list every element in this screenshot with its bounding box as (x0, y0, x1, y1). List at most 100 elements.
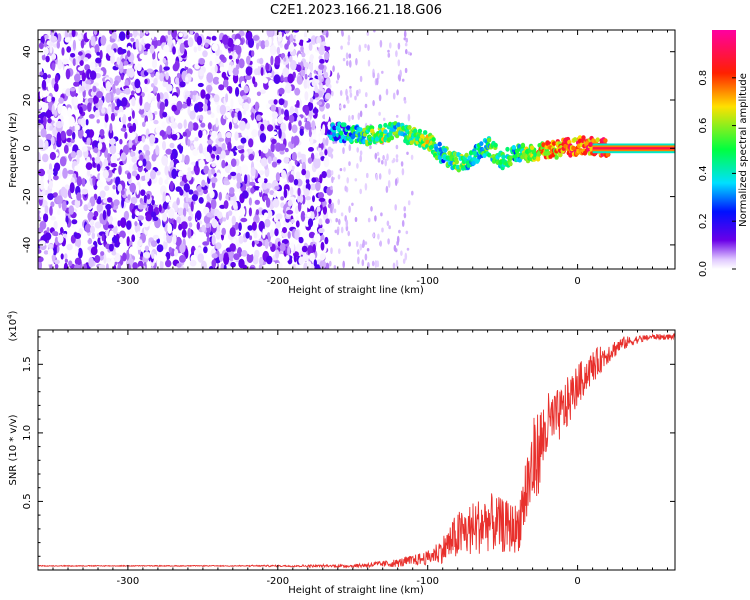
heatmap-cell (284, 43, 289, 50)
heatmap-cell (96, 202, 104, 213)
heatmap-cell (309, 136, 314, 145)
heatmap-cell (325, 218, 330, 224)
heatmap-cell (176, 216, 181, 224)
heatmap-cell (211, 130, 218, 138)
heatmap-cell (400, 161, 404, 167)
colorbar-tick-label: 0.0 (698, 261, 709, 277)
heatmap-cell (392, 262, 396, 269)
heatmap-cell (176, 100, 183, 111)
heatmap-cell (266, 30, 274, 38)
heatmap-cell (221, 159, 226, 169)
heatmap-cell (171, 30, 177, 39)
heatmap-cell (105, 263, 109, 269)
heatmap-cell (179, 81, 186, 88)
heatmap-cell (153, 77, 158, 86)
heatmap-cell (172, 63, 179, 72)
heatmap-cell (127, 172, 132, 180)
heatmap-cell (279, 150, 285, 155)
heatmap-cell (378, 123, 383, 129)
heatmap-cell (144, 245, 150, 252)
heatmap-cell (272, 156, 278, 162)
heatmap-cell (249, 181, 256, 186)
heatmap-cell (248, 138, 254, 148)
heatmap-cell (288, 114, 295, 123)
heatmap-cell (318, 75, 322, 86)
heatmap-cell (42, 116, 47, 126)
heatmap-cell (125, 106, 132, 118)
heatmap-cell (206, 72, 214, 83)
heatmap-cell (41, 54, 46, 61)
heatmap-cell (279, 242, 286, 252)
heatmap-cell (192, 122, 199, 131)
heatmap-cell (332, 65, 335, 72)
heatmap-cell (193, 140, 199, 148)
heatmap-cell (361, 243, 365, 248)
heatmap-cell (128, 246, 136, 255)
heatmap-cell (313, 259, 317, 267)
heatmap-cell (324, 236, 329, 245)
heatmap-cell (388, 225, 391, 230)
heatmap-cell (136, 231, 141, 238)
heatmap-cell (181, 104, 188, 109)
heatmap-cell (347, 230, 351, 237)
heatmap-cell (200, 89, 206, 99)
heatmap-cell (339, 105, 342, 109)
heatmap-cell (334, 229, 338, 234)
heatmap-cell (89, 219, 95, 226)
heatmap-cell (177, 122, 183, 130)
heatmap-cell (297, 152, 301, 158)
heatmap-cell (204, 42, 209, 48)
heatmap-cell (289, 33, 294, 44)
heatmap-cell (130, 196, 138, 205)
heatmap-cell (295, 220, 300, 228)
heatmap-cell (69, 87, 76, 92)
heatmap-cell (47, 83, 53, 93)
heatmap-cell (197, 69, 205, 77)
heatmap-cell (242, 264, 248, 269)
heatmap-cell (207, 110, 212, 115)
heatmap-cell (185, 76, 189, 82)
heatmap-cell (112, 184, 116, 190)
heatmap-cell (223, 180, 231, 186)
heatmap-cell (58, 136, 62, 146)
heatmap-cell (387, 238, 390, 245)
heatmap-cell (189, 106, 194, 111)
heatmap-cell (186, 171, 192, 181)
heatmap-cell (130, 151, 136, 158)
heatmap-cell (94, 109, 100, 118)
heatmap-cell (41, 79, 47, 90)
heatmap-cell (90, 90, 98, 97)
heatmap-cell (377, 233, 380, 240)
colorbar-ticks: 0.0 0.2 0.4 0.6 0.8 (698, 70, 736, 277)
heatmap-cell (60, 105, 68, 116)
heatmap-cell (259, 57, 264, 65)
heatmap-cell (128, 125, 134, 134)
heatmap-cell (308, 130, 312, 138)
heatmap-cell (106, 197, 113, 203)
heatmap-cell (65, 68, 71, 80)
heatmap-cell (170, 153, 174, 161)
heatmap-cell (379, 39, 383, 48)
heatmap-cell (369, 145, 372, 150)
heatmap-cell (129, 182, 136, 193)
heatmap-cell (318, 44, 325, 56)
heatmap-cell (163, 66, 170, 71)
heatmap-cell (330, 185, 333, 191)
heatmap-cell (301, 168, 307, 176)
snr-frame (37, 329, 676, 571)
heatmap-cell (290, 219, 295, 224)
heatmap-cell (472, 150, 477, 156)
heatmap-cell (54, 259, 60, 265)
heatmap-cell (403, 206, 407, 212)
heatmap-cell (249, 148, 254, 153)
heatmap-cell (211, 259, 217, 268)
heatmap-cell (121, 197, 125, 209)
heatmap-cell (385, 88, 389, 96)
heatmap-cell (255, 114, 262, 122)
top-x-axis-label: Height of straight line (km) (288, 285, 424, 296)
heatmap-cell (230, 171, 237, 177)
heatmap-cell (356, 163, 359, 169)
heatmap-cell (53, 192, 58, 198)
heatmap-cell (179, 181, 185, 187)
heatmap-cell (263, 178, 268, 184)
